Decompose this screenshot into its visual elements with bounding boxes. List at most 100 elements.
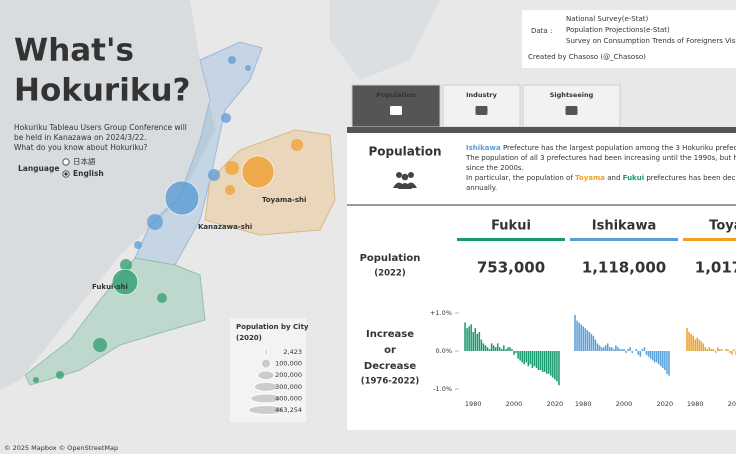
city-bubble <box>111 268 139 296</box>
city-bubble <box>241 155 275 189</box>
description: be held in Kanazawa on 2024/3/22. <box>14 133 147 142</box>
bar <box>608 347 611 351</box>
description-segment: Toyama <box>575 174 605 182</box>
bar <box>588 332 591 351</box>
bar <box>574 314 576 351</box>
population-value: 1,118,000 <box>582 259 666 277</box>
city-bubble <box>228 56 236 64</box>
bar <box>490 343 493 351</box>
bar <box>552 351 554 378</box>
section-description: Ishikawa Prefecture has the largest popu… <box>465 144 736 192</box>
city-label: Toyama-shi <box>262 196 306 204</box>
bar <box>716 347 719 351</box>
y-tick-label: -1.0% <box>433 385 452 393</box>
bar <box>602 347 605 351</box>
language-options: 日本語 English <box>62 156 104 178</box>
people-icon <box>393 172 417 189</box>
bar <box>720 349 723 351</box>
bar <box>480 339 483 351</box>
bar <box>668 351 670 376</box>
bar <box>486 347 489 351</box>
size-legend-label: 400,000 <box>275 394 302 402</box>
description: Hokuriku Tableau Users Group Conference … <box>14 123 187 132</box>
row-label: Increase <box>366 329 414 340</box>
bar <box>704 347 707 351</box>
population-value: 1,017,000 <box>695 259 736 277</box>
bar <box>470 324 472 351</box>
bar <box>688 332 690 351</box>
city-bubble <box>93 338 107 352</box>
city-bubble <box>157 293 167 303</box>
bar <box>580 324 582 351</box>
description-segment: Fukui <box>623 174 644 182</box>
bar <box>613 349 615 351</box>
city-bubble <box>221 113 231 123</box>
column-underline <box>457 238 565 241</box>
size-legend <box>230 318 306 422</box>
tab-bar <box>347 127 736 133</box>
size-legend-label: 2,423 <box>283 348 302 356</box>
row-label: Population <box>360 253 421 264</box>
tab-icon <box>475 106 488 115</box>
bar <box>507 347 509 351</box>
y-tick-label: 0.0% <box>435 347 452 355</box>
bar <box>543 351 546 372</box>
bar <box>660 351 662 367</box>
bar <box>550 351 552 376</box>
section-heading: Population <box>368 145 441 159</box>
bar <box>541 351 544 372</box>
panel <box>347 133 736 430</box>
bar <box>494 347 497 351</box>
bar <box>725 349 727 351</box>
city-bubble <box>291 139 303 151</box>
map-attribution: © 2025 Mapbox © OpenStreetMap <box>4 444 118 452</box>
bar <box>556 351 558 382</box>
tab-label: Population <box>376 91 416 99</box>
bar <box>629 347 631 351</box>
bar <box>631 351 633 353</box>
city-bubble <box>56 371 64 379</box>
row-label: (2022) <box>374 269 406 279</box>
size-legend-mark <box>257 370 275 381</box>
size-legend-label: 463,254 <box>275 406 302 414</box>
bar <box>466 328 468 351</box>
column-header: Ishikawa <box>592 219 657 234</box>
bar <box>639 351 642 357</box>
size-legend-mark <box>264 347 268 357</box>
bar <box>615 345 617 351</box>
x-tick-label: 1980 <box>575 400 592 408</box>
description: What do you know about Hokuriku? <box>14 143 147 152</box>
bar <box>464 322 466 351</box>
radio <box>62 158 70 166</box>
bar <box>529 351 532 365</box>
bar <box>468 326 470 351</box>
bar <box>651 351 654 361</box>
y-tick-label: +1.0% <box>430 309 452 317</box>
bar <box>582 326 584 351</box>
size-legend-label: 200,000 <box>275 371 302 379</box>
bar <box>537 351 540 370</box>
description-segment: since the 2000s. <box>466 164 524 172</box>
sea <box>0 0 215 390</box>
title: Hokuriku? <box>14 73 191 109</box>
language-label: Language <box>18 164 59 173</box>
bar <box>698 339 701 351</box>
source-item: National Survey(e-Stat) <box>566 15 649 23</box>
tab-label: Industry <box>466 91 498 99</box>
bar <box>503 345 505 351</box>
x-tick-label: 2020 <box>657 400 674 408</box>
size-legend-title: Population by City <box>236 323 309 331</box>
city-label: Fukui-shi <box>92 283 128 291</box>
ishikawa-region <box>134 41 263 266</box>
bar <box>686 328 688 351</box>
tab-icon <box>390 106 402 115</box>
bar <box>533 351 536 367</box>
row-label: Decrease <box>364 361 416 372</box>
description-segment: prefectures has been declining <box>644 174 736 182</box>
description-segment: The population of all 3 prefectures had … <box>465 154 736 162</box>
source-item: Survey on Consumption Trends of Foreigne… <box>566 37 736 45</box>
bar <box>641 349 644 351</box>
bar <box>623 349 625 351</box>
bar <box>690 333 692 351</box>
bar <box>509 347 511 351</box>
